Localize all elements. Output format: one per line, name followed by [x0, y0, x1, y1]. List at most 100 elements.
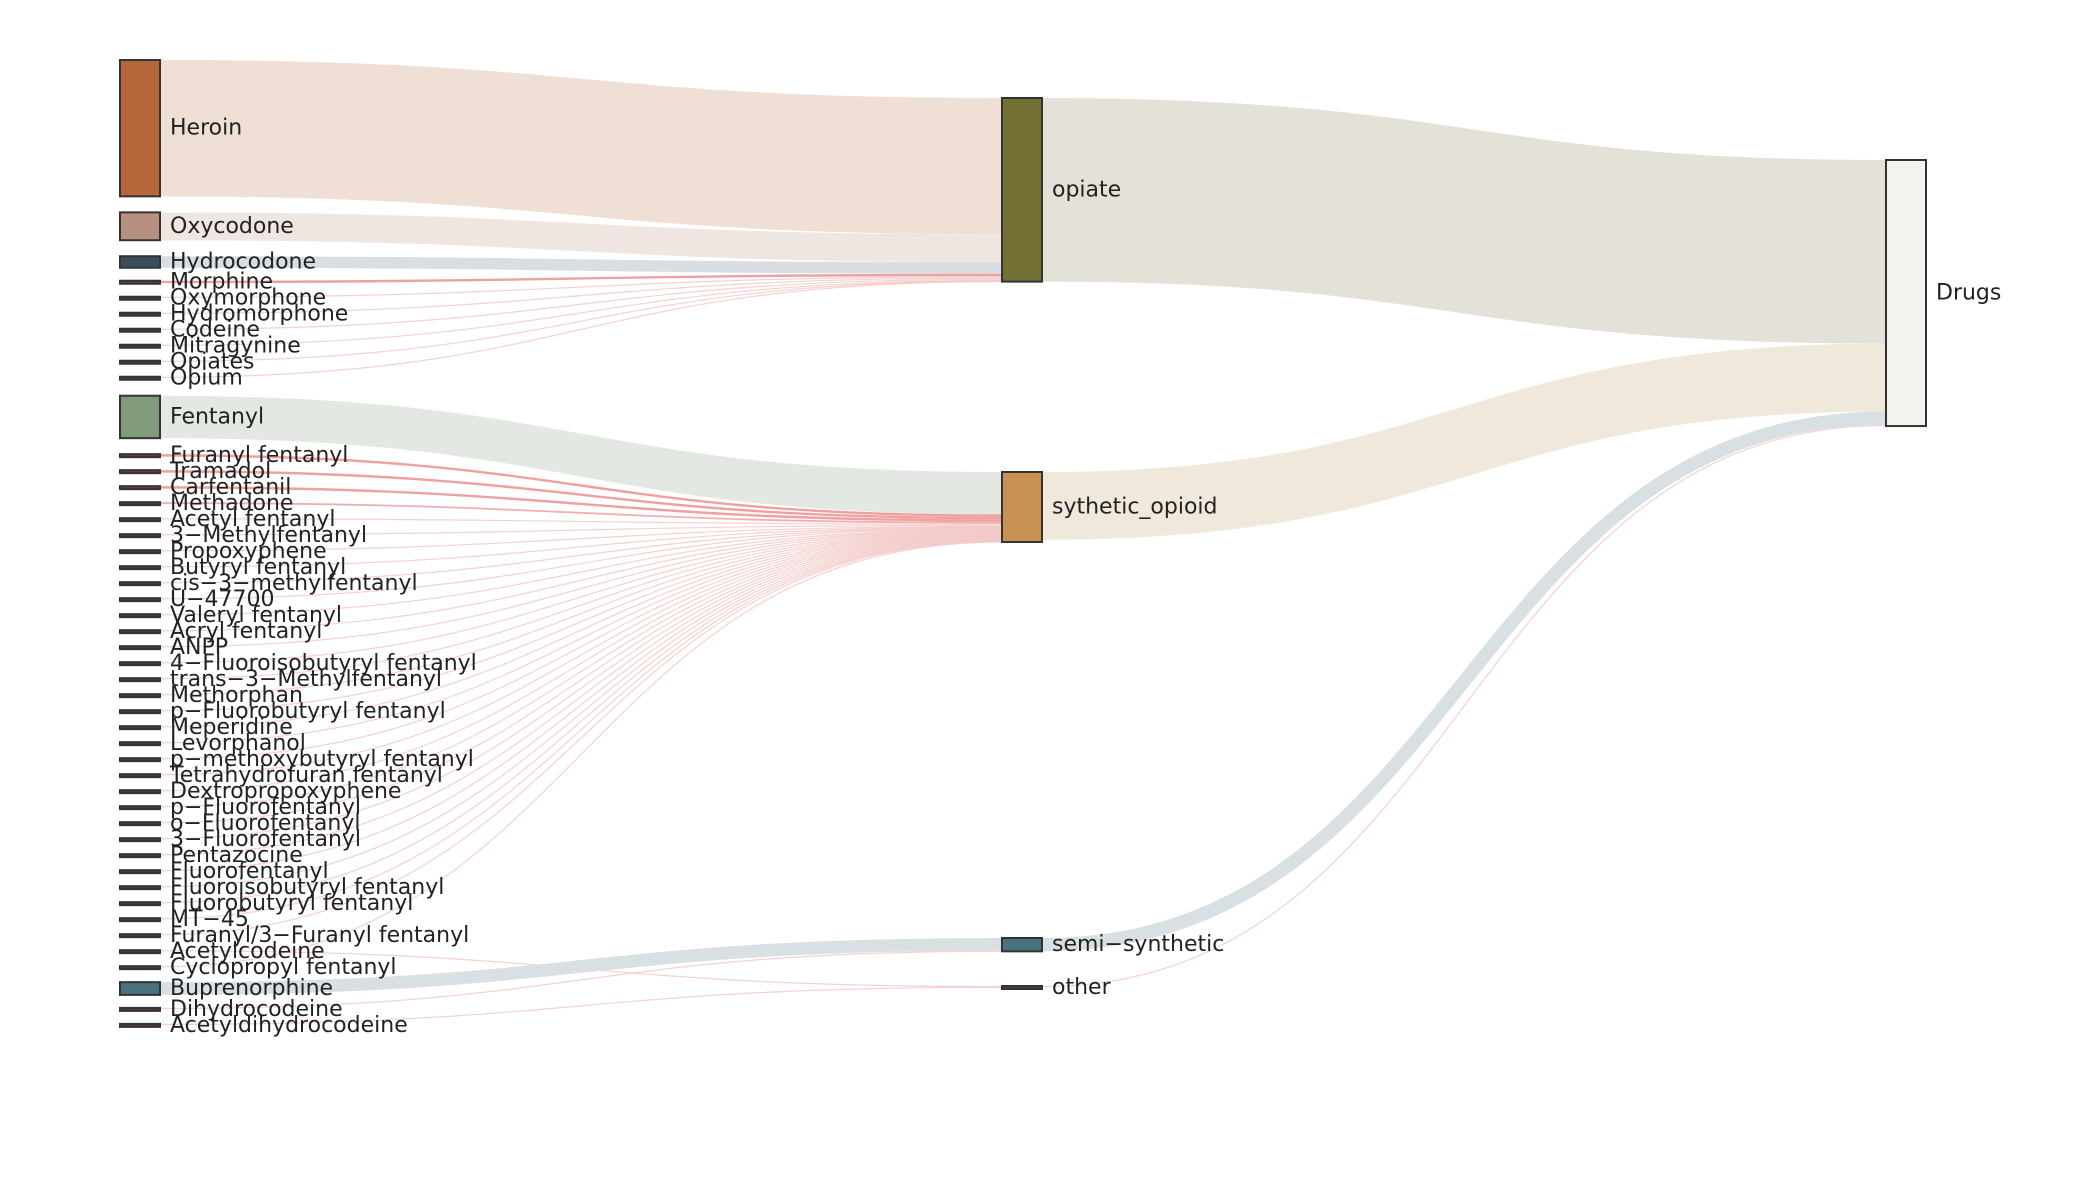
label-hydromorphone: Hydromorphone	[170, 302, 348, 327]
node-acetyl-fentanyl	[119, 517, 161, 523]
node-fentanyl	[119, 394, 161, 440]
node-fluoroisobutyryl-fentanyl	[119, 885, 161, 891]
node-3-methylfentanyl	[119, 533, 161, 539]
link-meperidine-to-sythetic-opioid	[159, 532, 1003, 728]
node-4-fluoroisobutyryl-fentanyl	[119, 661, 161, 667]
link-codeine-to-opiate	[159, 278, 1003, 330]
label-fluorofentanyl: Fluorofentanyl	[170, 859, 329, 884]
label-cyclopropyl-fentanyl: Cyclopropyl fentanyl	[170, 955, 397, 980]
link-tetrahydrofuran-fentanyl-to-sythetic-opioid	[159, 534, 1003, 776]
node-p-methoxybutyryl-fentanyl	[119, 757, 161, 763]
label-opiate: opiate	[1052, 177, 1121, 202]
link-opium-to-opiate	[159, 281, 1003, 378]
label-acetylcodeine: Acetylcodeine	[170, 939, 325, 964]
link-anpp-to-sythetic-opioid	[159, 529, 1003, 648]
label-levorphanol: Levorphanol	[170, 731, 306, 756]
label-acryl-fentanyl: Acryl fentanyl	[170, 619, 322, 644]
label-propoxyphene: Propoxyphene	[170, 539, 327, 564]
label-other: other	[1052, 975, 1112, 1000]
node-dihydrocodeine	[119, 1006, 161, 1012]
label-4-fluoroisobutyryl-fentanyl: 4−Fluoroisobutyryl fentanyl	[170, 651, 477, 676]
label-codeine: Codeine	[170, 318, 260, 343]
label-methadone: Methadone	[170, 491, 293, 516]
label-p-fluorofentanyl: p−Fluorofentanyl	[170, 795, 361, 820]
link-morphine-to-opiate	[159, 273, 1003, 284]
links-layer	[159, 60, 1887, 1026]
label-acetyldihydrocodeine: Acetyldihydrocodeine	[170, 1013, 408, 1038]
link-fentanyl-to-sythetic-opioid	[159, 395, 1003, 515]
label-furanyl-fentanyl: Furanyl fentanyl	[170, 443, 348, 468]
node-levorphanol	[119, 741, 161, 747]
label-dextropropoxyphene: Dextropropoxyphene	[170, 779, 401, 804]
link-dihydrocodeine-to-semi-synthetic	[159, 950, 1003, 1010]
node-oxycodone	[119, 211, 161, 242]
label-3-methylfentanyl: 3−Methylfentanyl	[170, 523, 367, 548]
node-methadone	[119, 501, 161, 507]
link-fluoroisobutyryl-fentanyl-to-sythetic-opioid	[159, 538, 1003, 888]
link-acryl-fentanyl-to-sythetic-opioid	[159, 529, 1003, 632]
link-heroin-to-opiate	[159, 60, 1003, 235]
label-opium: Opium	[170, 366, 243, 391]
link-buprenorphine-to-semi-synthetic	[159, 938, 1003, 995]
link-other-to-drugs	[1041, 424, 1887, 988]
node-opium	[119, 375, 161, 381]
node-methorphan	[119, 693, 161, 699]
link-p-fluorobutyryl-fentanyl-to-sythetic-opioid	[159, 532, 1003, 712]
label-tramadol: Tramadol	[169, 459, 271, 484]
label-hydrocodone: Hydrocodone	[170, 249, 316, 274]
link-p-methoxybutyryl-fentanyl-to-sythetic-opioid	[159, 534, 1003, 760]
node-trans-3-methylfentanyl	[119, 677, 161, 683]
link-oxycodone-to-opiate	[159, 212, 1003, 263]
link-hydromorphone-to-opiate	[159, 277, 1003, 314]
node-other	[1001, 985, 1043, 990]
link-trans-3-methylfentanyl-to-sythetic-opioid	[159, 531, 1003, 680]
label-dihydrocodeine: Dihydrocodeine	[170, 997, 343, 1022]
label-o-fluorofentanyl: o−Fluorofentanyl	[170, 811, 361, 836]
node-acetylcodeine	[119, 949, 161, 955]
link-levorphanol-to-sythetic-opioid	[159, 533, 1003, 744]
label-u-47700: U−47700	[170, 587, 275, 612]
label-butyryl-fentanyl: Butyryl fentanyl	[170, 555, 346, 580]
link-cyclopropyl-fentanyl-to-sythetic-opioid	[159, 541, 1003, 968]
label-heroin: Heroin	[170, 116, 242, 141]
label-opiates: Opiates	[170, 350, 255, 375]
node-fluorobutyryl-fentanyl	[119, 901, 161, 907]
link-fluorobutyryl-fentanyl-to-sythetic-opioid	[159, 539, 1003, 904]
link-mt-45-to-sythetic-opioid	[159, 540, 1003, 920]
label-mt-45: MT−45	[170, 907, 249, 932]
label-oxymorphone: Oxymorphone	[170, 286, 326, 311]
label-oxycodone: Oxycodone	[170, 214, 294, 239]
link-methorphan-to-sythetic-opioid	[159, 531, 1003, 696]
label-fluoroisobutyryl-fentanyl: Fluoroisobutyryl fentanyl	[170, 875, 444, 900]
node-oxymorphone	[119, 295, 161, 301]
node-drugs	[1885, 159, 1927, 428]
node-cis-3-methylfentanyl	[119, 581, 161, 587]
link-acetyldihydrocodeine-to-other	[159, 986, 1003, 1026]
nodes-layer	[119, 59, 1927, 1028]
node-p-fluorofentanyl	[119, 805, 161, 811]
node-u-47700	[119, 597, 161, 603]
link-propoxyphene-to-sythetic-opioid	[159, 525, 1003, 552]
node-semi-synthetic	[1001, 937, 1043, 953]
link-carfentanil-to-sythetic-opioid	[159, 486, 1003, 522]
label-3-fluorofentanyl: 3−Fluorofentanyl	[170, 827, 361, 852]
label-sythetic-opioid: sythetic_opioid	[1052, 494, 1218, 519]
node-p-fluorobutyryl-fentanyl	[119, 709, 161, 715]
link-sythetic-opioid-to-drugs	[1041, 343, 1887, 540]
link-fluorofentanyl-to-sythetic-opioid	[159, 538, 1003, 872]
label-meperidine: Meperidine	[170, 715, 293, 740]
label-morphine: Morphine	[170, 270, 273, 295]
node-morphine	[119, 279, 161, 285]
label-semi-synthetic: semi−synthetic	[1052, 932, 1224, 957]
link-pentazocine-to-sythetic-opioid	[159, 537, 1003, 856]
node-buprenorphine	[119, 981, 161, 996]
node-hydrocodone	[119, 255, 161, 269]
label-anpp: ANPP	[170, 635, 228, 660]
node-opiate	[1001, 97, 1043, 283]
link-furanyl-3-furanyl-fentanyl-to-sythetic-opioid	[159, 540, 1003, 936]
node-anpp	[119, 645, 161, 651]
label-valeryl-fentanyl: Valeryl fentanyl	[170, 603, 342, 628]
link-semi-synthetic-to-drugs	[1041, 411, 1887, 952]
label-carfentanil: Carfentanil	[170, 475, 291, 500]
